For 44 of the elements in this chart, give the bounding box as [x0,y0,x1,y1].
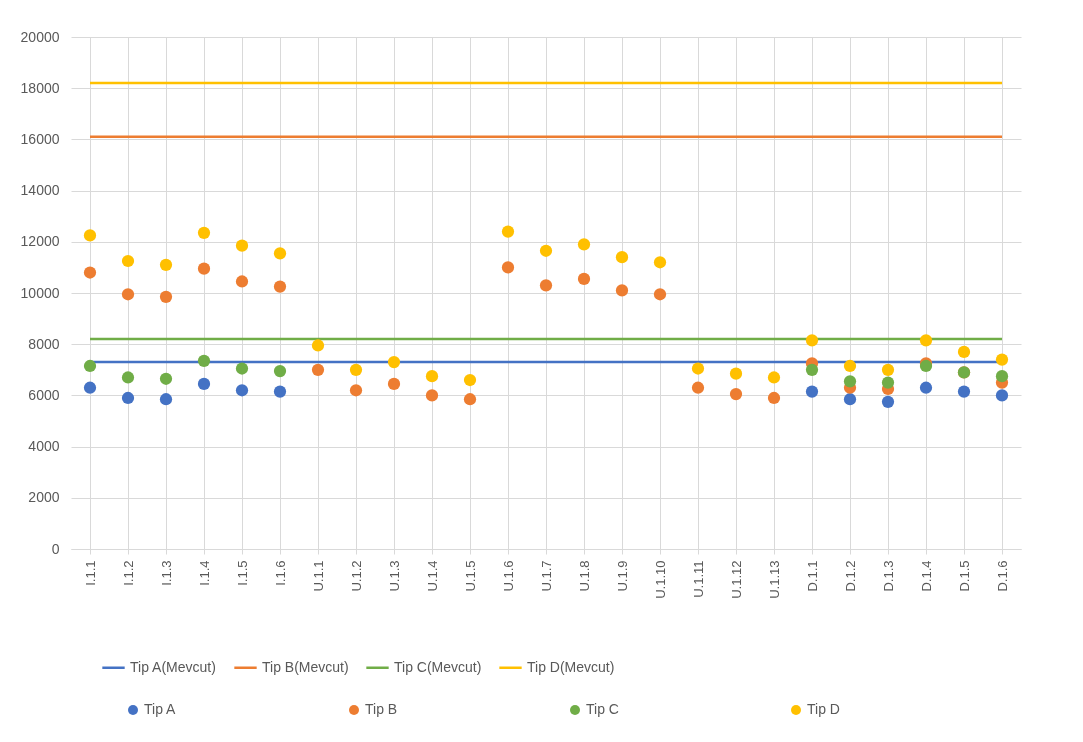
x-tick-label: U.1.8 [576,560,592,592]
x-tick-label: I.1.1 [82,560,98,586]
legend-label: Tip D(Mevcut) [527,658,615,675]
x-tick-label: U.1.3 [386,560,402,592]
x-tick-label: U.1.9 [614,560,630,592]
y-tick-label: 8000 [28,335,60,352]
x-tick-label: U.1.13 [766,560,782,599]
x-tick-label: U.1.1 [310,560,326,592]
y-tick-label: 18000 [20,79,60,96]
y-tick-label: 4000 [28,438,60,455]
x-tick-label: D.1.5 [956,560,972,592]
x-tick-label: I.1.4 [196,560,212,586]
legend-label: Tip A [144,701,177,717]
x-tick-label: D.1.1 [804,560,820,592]
y-tick-label: 10000 [20,284,60,301]
x-tick-label: U.1.11 [690,560,706,598]
x-tick-label: D.1.4 [918,560,934,592]
x-tick-label: U.1.4 [424,560,440,592]
x-tick-label: U.1.2 [348,560,364,592]
y-tick-label: 2000 [28,489,60,506]
x-tick-label: U.1.5 [462,560,478,592]
y-tick-label: 16000 [20,130,60,147]
legend-label: Tip C(Mevcut) [394,658,482,675]
x-tick-label: U.1.10 [652,560,668,599]
legend-label: Tip A(Mevcut) [130,658,216,675]
x-tick-label: I.1.5 [234,560,250,586]
x-tick-label: I.1.6 [272,560,288,586]
legend-label: Tip C [586,701,619,717]
legend-label: Tip B [365,701,398,717]
x-tick-label: D.1.6 [994,560,1010,592]
y-tick-label: 14000 [20,182,60,199]
y-tick-label: 12000 [20,233,60,250]
legend-label: Tip D [807,701,840,717]
x-tick-label: D.1.2 [842,560,858,592]
x-tick-label: U.1.12 [728,560,744,599]
x-tick-label: I.1.3 [158,560,174,586]
x-tick-label: U.1.6 [500,560,516,592]
legend-label: Tip B(Mevcut) [262,658,349,675]
y-tick-label: 0 [51,540,60,557]
y-tick-label: 6000 [28,386,60,403]
x-tick-label: I.1.2 [120,560,136,586]
y-tick-label: 20000 [20,28,60,45]
x-tick-label: U.1.7 [538,560,554,592]
x-tick-label: D.1.3 [880,560,896,592]
